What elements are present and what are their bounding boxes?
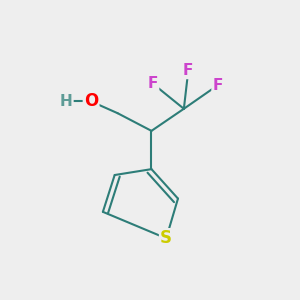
- Text: F: F: [183, 63, 194, 78]
- Text: H: H: [60, 94, 73, 109]
- Text: S: S: [160, 229, 172, 247]
- Text: O: O: [84, 92, 98, 110]
- Text: F: F: [148, 76, 158, 91]
- Text: F: F: [212, 78, 223, 93]
